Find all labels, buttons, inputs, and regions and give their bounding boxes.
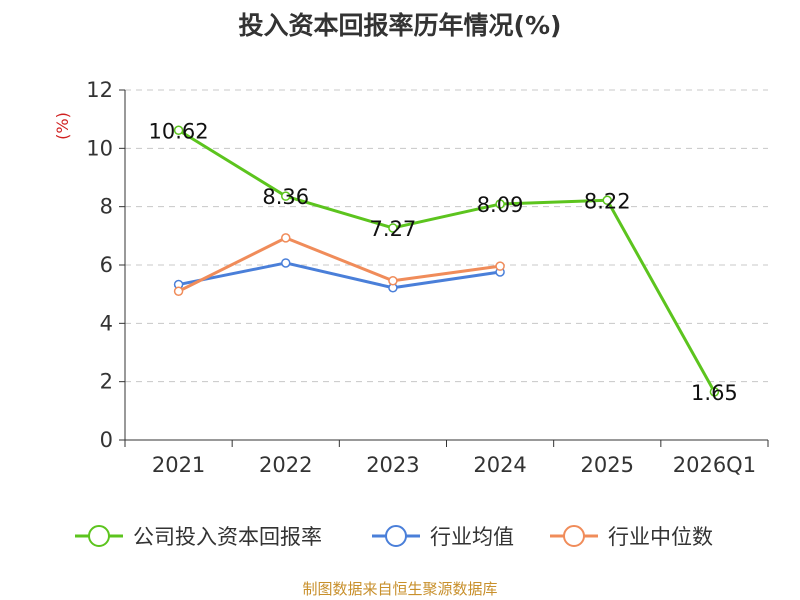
data-label: 8.36 bbox=[262, 185, 309, 209]
data-label: 1.65 bbox=[691, 381, 738, 405]
chart-title: 投入资本回报率历年情况(%) bbox=[238, 11, 562, 40]
x-tick-label: 2024 bbox=[473, 453, 526, 477]
source-note: 制图数据来自恒生聚源数据库 bbox=[302, 580, 498, 598]
axis-layer: 0 2 4 6 8 10 12 2021 2022 2023 2024 2025 2026Q1 (%) bbox=[53, 78, 769, 477]
x-tick-label: 2025 bbox=[581, 453, 634, 477]
y-tick-label: 2 bbox=[100, 370, 113, 394]
y-tick-label: 6 bbox=[100, 253, 113, 277]
x-tick-label: 2021 bbox=[152, 453, 205, 477]
data-point bbox=[173, 125, 184, 135]
data-point bbox=[602, 195, 612, 205]
y-tick-label: 0 bbox=[100, 428, 113, 452]
legend: 公司投入资本回报率 行业均值 行业中位数 bbox=[75, 525, 713, 549]
series-line-2 bbox=[178, 261, 501, 290]
data-point bbox=[281, 233, 291, 243]
data-point bbox=[281, 191, 291, 201]
data-label: 7.27 bbox=[370, 217, 417, 241]
legend-label: 行业均值 bbox=[430, 525, 514, 549]
legend-label: 公司投入资本回报率 bbox=[133, 525, 322, 549]
data-label: 10.62 bbox=[149, 119, 209, 143]
data-point bbox=[281, 258, 291, 268]
data-point bbox=[388, 223, 398, 233]
legend-marker bbox=[385, 525, 407, 547]
legend-marker bbox=[563, 525, 585, 547]
y-tick-label: 8 bbox=[100, 195, 113, 219]
data-point bbox=[173, 286, 184, 296]
data-point bbox=[709, 387, 720, 397]
data-label-layer: 10.62 8.36 7.27 8.09 8.22 1.65 bbox=[149, 119, 738, 405]
series-layer bbox=[173, 125, 720, 397]
data-point bbox=[495, 261, 505, 271]
legend-marker bbox=[88, 525, 110, 547]
data-label: 8.22 bbox=[584, 189, 631, 213]
y-tick-label: 12 bbox=[86, 78, 113, 102]
data-label: 8.09 bbox=[477, 193, 524, 217]
y-axis-unit: (%) bbox=[53, 112, 72, 140]
data-point bbox=[495, 199, 505, 209]
series-line-3 bbox=[177, 236, 501, 293]
data-point bbox=[388, 276, 398, 286]
series-line-1 bbox=[177, 128, 716, 393]
x-tick-label: 2023 bbox=[366, 453, 419, 477]
legend-label: 行业中位数 bbox=[608, 525, 713, 549]
x-tick-label: 2022 bbox=[259, 453, 312, 477]
y-tick-label: 10 bbox=[86, 136, 113, 160]
y-tick-label: 4 bbox=[100, 311, 113, 335]
x-tick-label: 2026Q1 bbox=[673, 453, 756, 477]
grid-layer bbox=[125, 89, 768, 383]
